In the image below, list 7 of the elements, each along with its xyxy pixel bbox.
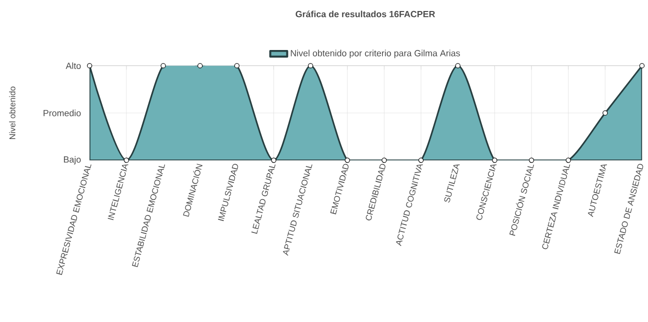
text: Bajo — [64, 156, 81, 164]
text: Alto — [66, 62, 81, 69]
y-axis-title: Nivel obtenido — [9, 86, 16, 139]
legend-label: Nivel obtenido por criterio para Gilma Arias — [290, 50, 460, 58]
text: Promedio — [44, 109, 81, 116]
x-tick-label: LEALTAD GRUPAL — [251, 164, 276, 234]
chart-title: Gráfica de resultados 16FACPER — [296, 10, 436, 18]
